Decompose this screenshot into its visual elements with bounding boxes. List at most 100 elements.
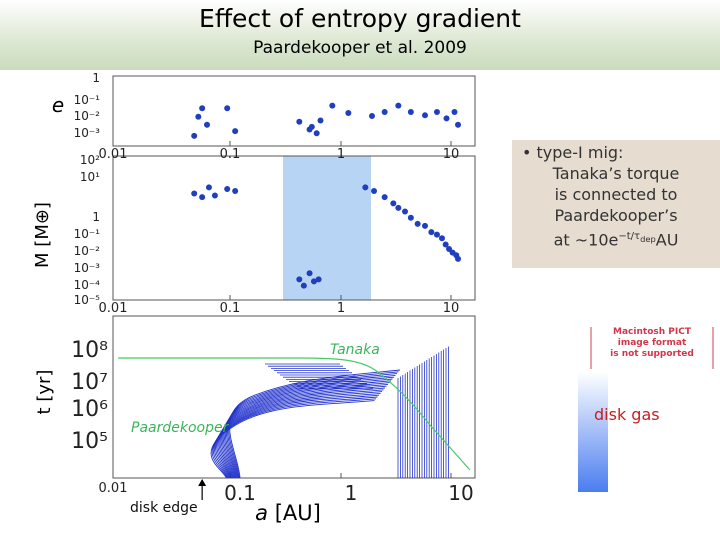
- x-tick-label: 0.01: [99, 147, 128, 162]
- data-point: [205, 184, 212, 191]
- data-point: [306, 270, 313, 277]
- bullet-head: • type-I mig:: [522, 143, 624, 162]
- data-point: [422, 222, 429, 229]
- migration-track: [222, 380, 392, 479]
- y-tick-label: 10⁶: [71, 397, 108, 422]
- data-point: [407, 109, 414, 116]
- panel-frame-mass: [112, 155, 476, 301]
- data-point: [345, 109, 352, 116]
- mass-highlight-band: [283, 156, 371, 300]
- data-point: [428, 229, 435, 236]
- data-point: [199, 194, 206, 201]
- migration-track: [213, 394, 380, 479]
- bullet-textbox: • type-I mig: Tanaka’s torque is connect…: [512, 140, 720, 268]
- y-tick-label: 10⁻¹: [74, 93, 101, 107]
- data-point: [390, 200, 397, 207]
- pict-notice-line-1: Macintosh PICT: [613, 327, 691, 337]
- y-tick-label: 10⁷: [71, 370, 108, 395]
- y-tick-label: 10⁻³: [74, 261, 101, 275]
- tanaka-annotation: Tanaka: [330, 342, 380, 358]
- data-point: [395, 102, 402, 109]
- data-point: [451, 109, 458, 116]
- migration-track: [216, 391, 383, 479]
- bullet-line-2: is connected to: [554, 185, 678, 204]
- pict-notice-line-3: is not supported: [610, 349, 694, 359]
- x-tick-label: 0.1: [220, 301, 241, 316]
- x-tick-label: 10: [443, 301, 460, 316]
- x-tick-label: 0.01: [99, 481, 128, 496]
- data-point: [362, 184, 369, 191]
- y-tick-label: 1: [92, 210, 100, 224]
- disk-edge-arrowhead: [198, 479, 207, 486]
- data-point: [204, 121, 211, 128]
- data-point: [191, 190, 198, 197]
- data-point: [224, 185, 231, 192]
- y-tick-label: 10⁻¹: [74, 227, 101, 241]
- x-tick-label: 0.01: [99, 301, 128, 316]
- slide-title: Effect of entropy gradient: [199, 4, 521, 33]
- data-point: [308, 123, 315, 130]
- data-point: [232, 187, 239, 194]
- pict-notice-line-2: image format: [617, 338, 687, 348]
- data-point: [422, 112, 429, 119]
- data-point: [402, 208, 409, 215]
- disk-gas-label: disk gas: [594, 405, 660, 424]
- data-point: [443, 115, 450, 122]
- data-point: [195, 113, 202, 120]
- data-point: [433, 231, 440, 238]
- migration-track: [224, 376, 395, 479]
- migration-track: [218, 387, 386, 479]
- y-tick-label: 10⁸: [71, 338, 108, 363]
- data-point: [300, 282, 307, 289]
- data-point: [371, 187, 378, 194]
- disk-gas-gradient-bar: [578, 372, 608, 492]
- data-point: [368, 112, 375, 119]
- x-tick-label: 0.1: [220, 147, 241, 162]
- migration-track: [219, 385, 387, 479]
- x-axis-label: a [AU]: [255, 501, 321, 525]
- y-tick-label: 10⁻⁴: [74, 278, 101, 292]
- data-point: [191, 132, 198, 139]
- migration-track: [227, 373, 398, 479]
- x-tick-label: 1: [337, 301, 345, 316]
- migration-track: [229, 369, 401, 479]
- data-point: [232, 128, 239, 135]
- data-point: [296, 118, 303, 125]
- x-tick-label: 10: [448, 481, 473, 505]
- x-tick-label: 1: [337, 147, 345, 162]
- migration-track: [215, 392, 381, 479]
- y-tick-label: 1: [92, 71, 100, 85]
- data-point: [381, 194, 388, 201]
- y-tick-label: 10⁻²: [74, 244, 101, 258]
- y-tick-label: 10²: [80, 153, 100, 167]
- data-point: [455, 255, 462, 262]
- data-point: [296, 276, 303, 283]
- data-point: [433, 109, 440, 116]
- panel-frame-time: [112, 315, 476, 479]
- data-point: [407, 214, 414, 221]
- data-point: [455, 121, 462, 128]
- y-tick-label: 10⁻³: [74, 126, 101, 140]
- data-point: [414, 220, 421, 227]
- migration-track: [212, 396, 378, 479]
- data-point: [317, 117, 324, 124]
- data-point: [442, 241, 449, 248]
- bullet-line-1: Tanaka’s torque: [552, 164, 680, 183]
- slide-subtitle: Paardekooper et al. 2009: [253, 38, 467, 58]
- bullet-line-3: Paardekooper’s: [554, 206, 678, 225]
- unsupported-image-notice: Macintosh PICT image format is not suppo…: [590, 327, 714, 369]
- tanaka-track: [118, 357, 471, 471]
- y-tick-label: 10⁵: [71, 429, 108, 454]
- data-point: [381, 109, 388, 116]
- y-axis-label: t [yr]: [34, 370, 55, 415]
- bullet-line-4: at ~10e−t/τdepAU: [553, 230, 679, 250]
- y-tick-label: 10⁻⁵: [74, 293, 101, 307]
- data-point: [329, 102, 336, 109]
- disk-edge-label: disk edge: [130, 500, 198, 516]
- data-point: [211, 192, 218, 199]
- data-point: [395, 204, 402, 211]
- data-point: [313, 130, 320, 137]
- data-point: [199, 105, 206, 112]
- migration-track: [223, 378, 393, 479]
